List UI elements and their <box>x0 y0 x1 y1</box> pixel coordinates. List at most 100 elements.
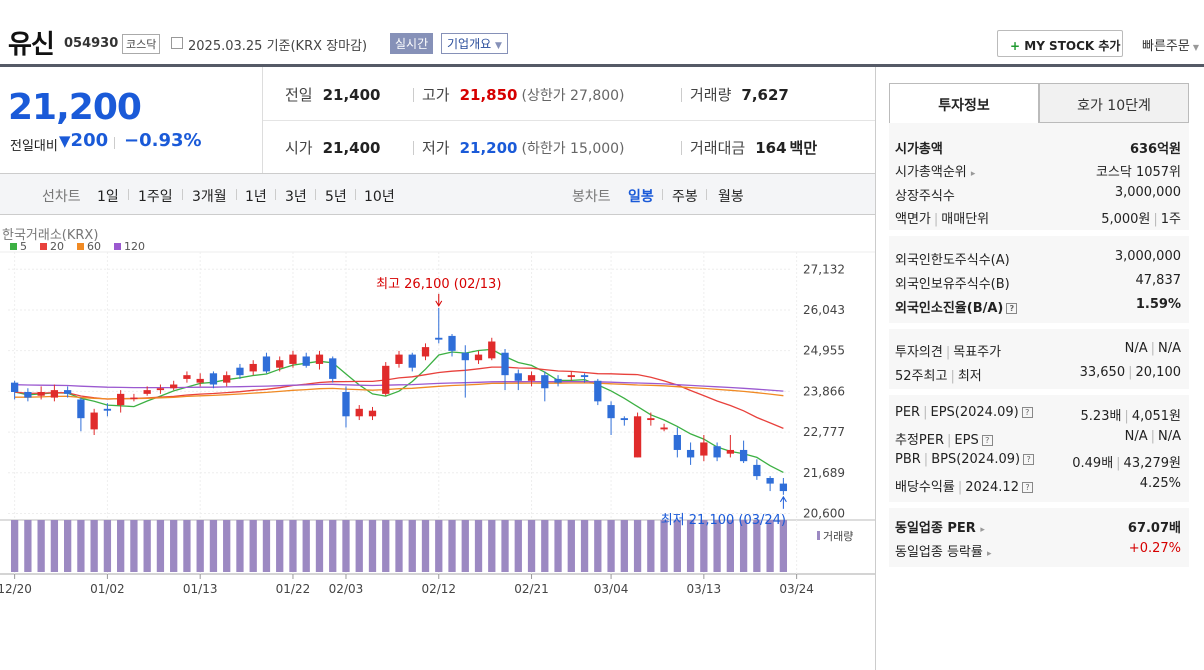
cap-rank-value: 코스닥 1057위 <box>1095 165 1181 180</box>
candle-body <box>766 477 774 484</box>
volume-bar <box>368 520 377 572</box>
legend-label: 20 <box>50 240 64 253</box>
x-tick-label: 03/24 <box>779 582 814 596</box>
volume-bar <box>329 520 337 572</box>
candle-body <box>474 354 483 361</box>
w52-low-value: 20,100 <box>1135 365 1182 380</box>
candle-body <box>488 341 496 359</box>
foreign-limit-row: 외국인한도주식수(A) 3,000,000 <box>895 249 1181 269</box>
divider <box>413 141 414 155</box>
industry-change-row[interactable]: 동일업종 등락률 ▸ +0.27% <box>895 541 1181 561</box>
volume-bar <box>156 520 165 572</box>
valuation-section: PER | EPS(2024.09)? 5.23배 | 4,051원 추정PER | EPS?… <box>889 395 1189 502</box>
high-price: 고가 21,850 (상한가 27,800) <box>422 84 625 105</box>
chevron-down-icon: ▼ <box>1192 43 1199 52</box>
prev-close: 전일 21,400 <box>285 84 381 105</box>
upper-limit: (상한가 27,800) <box>521 88 625 104</box>
volume-bar <box>209 520 218 572</box>
quick-order-label: 빠른주문 <box>1142 39 1190 54</box>
per-label: PER <box>895 405 921 420</box>
volume-bar <box>580 520 589 572</box>
candle-body <box>501 352 509 376</box>
change-label: 전일대비 <box>10 139 58 154</box>
opinion-row: 투자의견 | 목표주가 N/A | N/A <box>895 341 1181 360</box>
candle-weekly[interactable]: 주봉 <box>672 189 698 205</box>
prev-label: 전일 <box>285 86 313 104</box>
volume-bar <box>461 520 469 572</box>
help-icon[interactable]: ? <box>1006 303 1018 314</box>
foreign-hold-label: 외국인보유주식수(B) <box>895 277 1010 292</box>
market-badge: 코스닥 <box>122 34 161 54</box>
volume-bar <box>143 520 151 572</box>
price-change-value: 200 <box>70 130 109 151</box>
volume-bar <box>488 520 496 572</box>
candle-body <box>779 483 788 492</box>
candle-body <box>355 408 363 417</box>
candle-body <box>302 356 310 366</box>
low-price: 저가 21,200 (하한가 15,000) <box>422 137 625 158</box>
add-mystock-button[interactable]: + MY STOCK 추가 <box>997 30 1123 57</box>
base-date: 2025.03.25 기준(KRX 장마감) <box>188 39 368 54</box>
volume-bar <box>633 520 642 572</box>
volume-bar <box>223 520 231 572</box>
period-3m[interactable]: 3개월 <box>192 189 227 205</box>
candle-daily[interactable]: 일봉 <box>628 189 654 205</box>
tab-investment-info[interactable]: 투자정보 <box>889 83 1039 123</box>
x-tick-label: 01/13 <box>183 582 218 596</box>
help-icon[interactable]: ? <box>1021 407 1033 418</box>
volume-bar <box>170 520 178 572</box>
volume-bar <box>594 520 602 572</box>
legend-label: 5 <box>20 240 27 253</box>
company-overview-dropdown[interactable]: 기업개요 ▼ <box>441 33 508 54</box>
period-1w[interactable]: 1주일 <box>138 189 173 205</box>
quick-order-dropdown[interactable]: 빠른주문 ▼ <box>1142 35 1199 54</box>
help-icon[interactable]: ? <box>1021 482 1033 493</box>
volume-bar <box>103 520 112 572</box>
volume-bar <box>10 520 19 572</box>
header-divider <box>0 64 1204 67</box>
cap-rank-row[interactable]: 시가총액순위 ▸ 코스닥 1057위 <box>895 161 1181 181</box>
help-icon[interactable]: ? <box>981 435 993 446</box>
x-tick-label: 01/22 <box>276 582 311 596</box>
foreign-ratio-value: 1.59% <box>1135 297 1181 312</box>
candle-body <box>700 442 708 456</box>
candle-body <box>77 399 85 419</box>
volume-bar <box>514 520 522 572</box>
industry-section: 동일업종 PER ▸ 67.07배 동일업종 등락률 ▸ +0.27% <box>889 508 1189 567</box>
candle-body <box>726 449 735 454</box>
chart-period-bar: 선차트 1일 1주일 3개월 1년 3년 5년 10년 봉차트 일봉 주봉 월봉 <box>0 173 875 215</box>
period-10y[interactable]: 10년 <box>364 189 395 205</box>
tab-orderbook[interactable]: 호가 10단계 <box>1039 83 1189 123</box>
x-tick-label: 12/20 <box>0 582 32 596</box>
candle-body <box>607 405 615 419</box>
per-value: 5.23배 <box>1080 409 1122 424</box>
candle-monthly[interactable]: 월봉 <box>718 189 744 205</box>
dividend-row: 배당수익률 | 2024.12? 4.25% <box>895 476 1181 495</box>
candle-body <box>223 375 231 383</box>
foreign-hold-row: 외국인보유주식수(B) 47,837 <box>895 273 1181 293</box>
candle-body <box>249 363 257 372</box>
candle-body <box>156 388 165 391</box>
divider <box>681 88 682 102</box>
period-3y[interactable]: 3년 <box>285 189 307 205</box>
candle-body <box>276 360 284 368</box>
candle-body <box>209 373 218 385</box>
period-1y[interactable]: 1년 <box>245 189 267 205</box>
industry-per-row[interactable]: 동일업종 PER ▸ 67.07배 <box>895 517 1181 537</box>
period-5y[interactable]: 5년 <box>325 189 347 205</box>
candle-body <box>448 335 456 351</box>
candle-body <box>753 464 761 477</box>
realtime-button[interactable]: 실시간 <box>390 33 434 54</box>
high-value: 21,850 <box>459 86 518 104</box>
volume: 거래량 7,627 <box>690 84 789 105</box>
row-divider <box>263 120 875 121</box>
est-per-row: 추정PER | EPS? N/A | N/A <box>895 429 1181 448</box>
est-eps-label: EPS <box>954 433 979 448</box>
volume-bar <box>474 520 483 572</box>
help-icon[interactable]: ? <box>1023 454 1035 465</box>
w52-low-label: 최저 <box>957 369 982 384</box>
candlestick-chart: 거래량 27,132 26,043 24,955 23,866 22,777 21,689… <box>0 228 875 596</box>
volume-bar <box>289 520 297 572</box>
period-1d[interactable]: 1일 <box>97 189 119 205</box>
volume-value: 7,627 <box>741 86 789 104</box>
